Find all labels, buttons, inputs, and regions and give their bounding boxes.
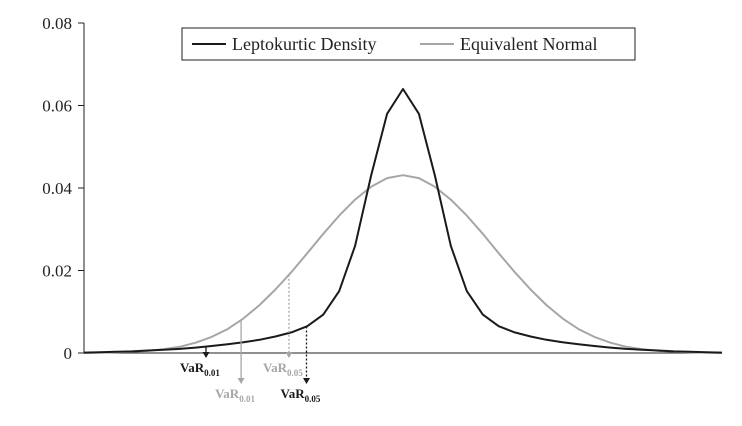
- var-lepto-001-label: VaR0.01: [180, 360, 220, 378]
- legend-label-normal: Equivalent Normal: [460, 34, 597, 54]
- var-normal-005-arrowhead: [285, 352, 293, 358]
- var-label-base: VaR: [263, 360, 288, 375]
- var-label-subscript: 0.01: [239, 394, 255, 404]
- var-label-base: VaR: [180, 360, 205, 375]
- var-label-subscript: 0.05: [287, 368, 303, 378]
- legend-label-leptokurtic: Leptokurtic Density: [232, 34, 376, 54]
- y-tick-label: 0.06: [42, 97, 72, 116]
- var-lepto-001-arrowhead: [202, 352, 210, 358]
- var-label-base: VaR: [215, 386, 240, 401]
- var-normal-001: VaR0.01: [215, 319, 255, 404]
- var-normal-005: VaR0.05: [263, 274, 303, 378]
- var-lepto-005-label: VaR0.05: [281, 386, 321, 404]
- var-label-base: VaR: [281, 386, 306, 401]
- series-layer: [83, 88, 723, 354]
- y-tick-label: 0.08: [42, 14, 72, 33]
- y-tick-label: 0.04: [42, 179, 72, 198]
- series-line-normal: [83, 174, 723, 354]
- y-tick-label: 0: [64, 344, 73, 363]
- var-lepto-005-arrowhead: [303, 378, 311, 384]
- legend: Leptokurtic Density Equivalent Normal: [181, 27, 636, 61]
- legend-box: [181, 27, 636, 61]
- series-line-leptokurtic: [83, 88, 723, 354]
- var-lepto-001: VaR0.01: [180, 346, 220, 378]
- var-label-subscript: 0.01: [204, 368, 220, 378]
- axes: 0 0.02 0.04 0.06 0.08: [42, 14, 722, 363]
- var-normal-005-label: VaR0.05: [263, 360, 303, 378]
- var-normal-001-label: VaR0.01: [215, 386, 255, 404]
- var-normal-001-arrowhead: [237, 378, 245, 384]
- y-tick-label: 0.02: [42, 262, 72, 281]
- var-lepto-005: VaR0.05: [281, 326, 321, 404]
- var-label-subscript: 0.05: [305, 394, 321, 404]
